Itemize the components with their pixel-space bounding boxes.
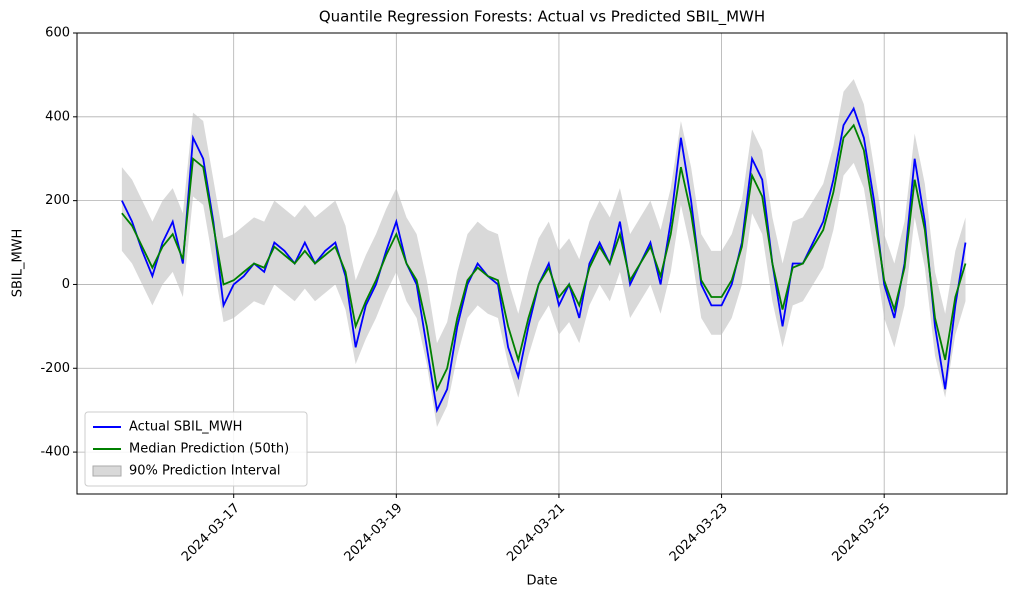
- legend-swatch: [92, 465, 122, 477]
- x-tick-label: 2024-03-17: [179, 501, 243, 565]
- y-tick-label: 200: [45, 193, 70, 208]
- line: [121, 123, 967, 393]
- y-axis-label: SBIL_MWH: [11, 229, 26, 298]
- x-tick-label: 2024-03-21: [504, 501, 568, 565]
- legend-label: Median Prediction (50th): [129, 442, 289, 457]
- x-tick-label: 2024-03-19: [342, 501, 406, 565]
- y-tick-label: 0: [62, 277, 70, 292]
- x-axis-label: Date: [526, 574, 557, 589]
- y-tick-label: -200: [40, 361, 70, 376]
- chart-title: Quantile Regression Forests: Actual vs P…: [319, 8, 765, 27]
- legend-box: [84, 411, 308, 487]
- legend-label: 90% Prediction Interval: [129, 464, 281, 479]
- y-tick-label: -400: [40, 445, 70, 460]
- plot-frame: [76, 32, 1008, 495]
- legend-label: Actual SBIL_MWH: [129, 420, 242, 435]
- x-tick-label: 2024-03-25: [829, 501, 893, 565]
- prediction-interval: [121, 79, 966, 427]
- x-tick-label: 2024-03-23: [667, 501, 731, 565]
- y-tick-label: 400: [45, 109, 70, 124]
- y-tick-label: 600: [45, 26, 70, 41]
- line: [121, 106, 967, 414]
